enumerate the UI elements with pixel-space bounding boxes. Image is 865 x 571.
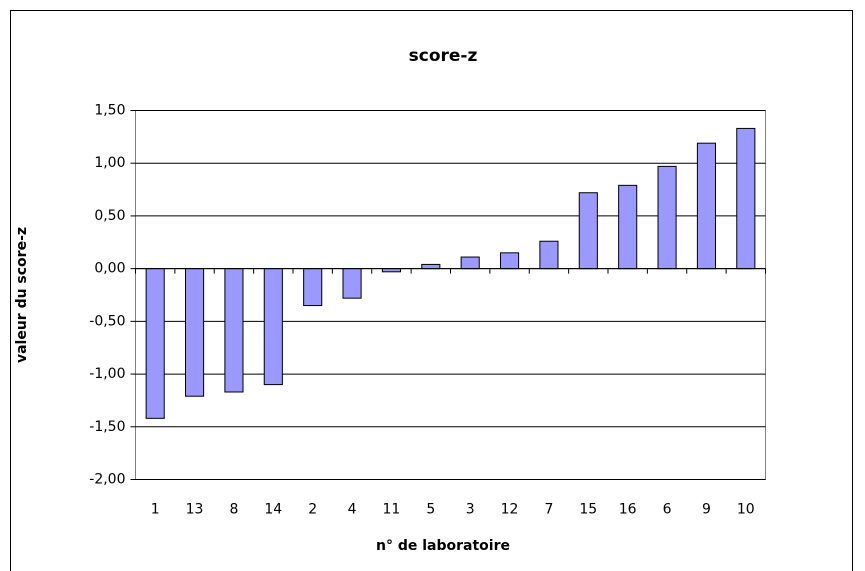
x-tick-label: 12 [501, 502, 519, 518]
bar [303, 268, 323, 307]
x-tick-label: 6 [663, 502, 672, 518]
bar [185, 268, 205, 397]
chart-border [10, 10, 853, 571]
x-tick-label: 10 [737, 502, 755, 518]
x-tick-label: 11 [383, 502, 401, 518]
x-tick-label: 2 [308, 502, 317, 518]
y-tick-label: 0,00 [94, 261, 125, 277]
bar [263, 268, 283, 386]
x-axis-title: n° de laboratoire [376, 538, 510, 554]
bar [460, 256, 480, 270]
bar [421, 263, 441, 270]
x-tick-label: 14 [264, 502, 282, 518]
chart-title: score-z [409, 46, 478, 66]
x-tick-label: 9 [702, 502, 711, 518]
bar [618, 184, 638, 270]
x-tick-label: 5 [426, 502, 435, 518]
bar [539, 240, 559, 270]
y-tick-label: 0,50 [94, 208, 125, 224]
x-tick-label: 4 [348, 502, 357, 518]
bar [500, 252, 520, 270]
bar [696, 142, 716, 270]
y-tick-label: 1,00 [94, 155, 125, 171]
bar [578, 192, 598, 270]
y-tick-label: -1,00 [89, 366, 125, 382]
y-axis-title: valeur du score-z [14, 227, 30, 363]
bar [224, 268, 244, 393]
y-tick-label: -2,00 [89, 472, 125, 488]
bar [736, 127, 756, 270]
bar [342, 268, 362, 299]
y-tick-label: -0,50 [89, 313, 125, 329]
x-tick-label: 8 [229, 502, 238, 518]
x-tick-label: 7 [544, 502, 553, 518]
x-tick-label: 1 [151, 502, 160, 518]
bar [145, 268, 165, 419]
x-tick-label: 13 [186, 502, 204, 518]
bar [657, 165, 677, 270]
y-tick-label: 1,50 [94, 103, 125, 119]
x-tick-label: 16 [619, 502, 637, 518]
x-tick-label: 3 [466, 502, 475, 518]
x-tick-label: 15 [579, 502, 597, 518]
y-tick-label: -1,50 [89, 419, 125, 435]
